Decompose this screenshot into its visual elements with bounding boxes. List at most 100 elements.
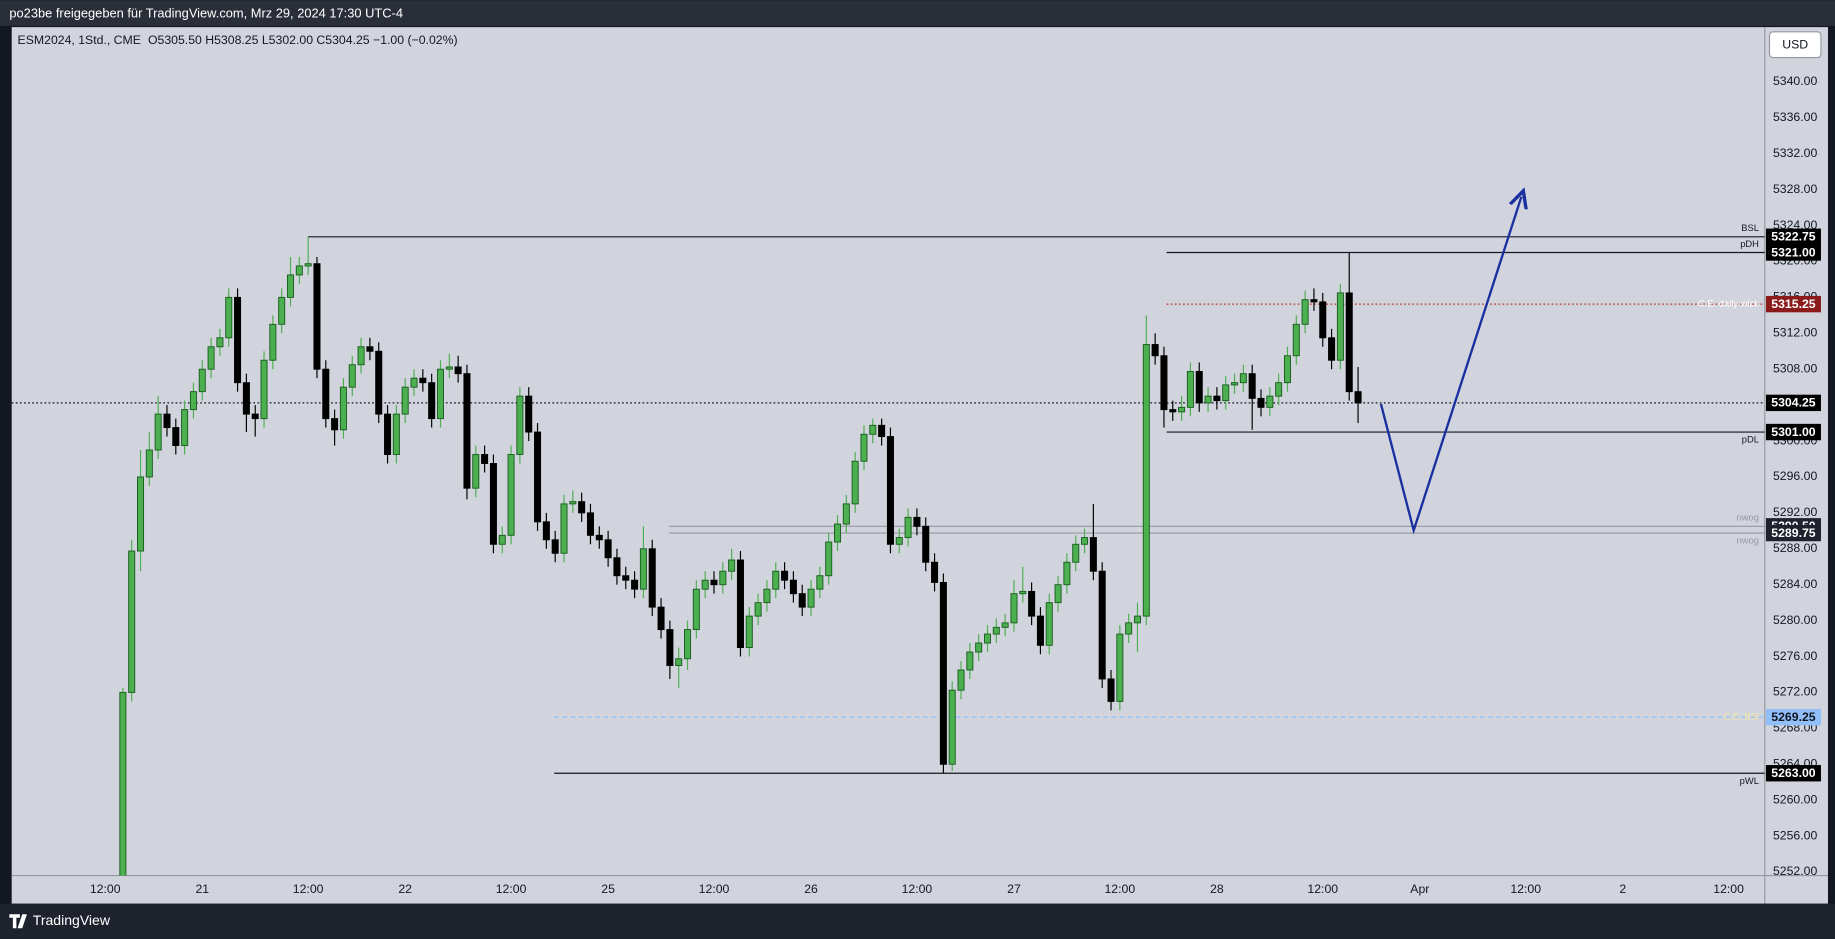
x-tick-label: Apr [1410, 882, 1429, 896]
candle-body [1072, 543, 1080, 563]
level-name: nwog [1737, 536, 1759, 546]
x-tick-label: 12:00 [90, 882, 121, 896]
candle-body [1186, 370, 1194, 408]
candle-body [401, 386, 409, 415]
price-label: 5322.75 [1771, 230, 1816, 244]
candle-body [922, 525, 930, 563]
candle-body [445, 366, 453, 370]
candle-body [242, 382, 250, 415]
candle-body [145, 449, 153, 478]
plot-area [11, 236, 1765, 876]
candle-body [1107, 678, 1115, 702]
price-label-box [1765, 524, 1821, 542]
candle-body [1248, 373, 1256, 399]
candle-body [701, 579, 709, 590]
candle-body [1178, 406, 1186, 413]
x-tick-label: 21 [195, 882, 209, 896]
candle-body [957, 669, 965, 691]
candle-body [1028, 590, 1036, 617]
candle-body [225, 296, 233, 339]
price-label: 5269.25 [1771, 710, 1816, 724]
candle-body [992, 626, 1000, 635]
candle-body [1133, 615, 1141, 624]
candle-body [975, 642, 983, 653]
candle-body [754, 602, 762, 617]
candle-body [1036, 615, 1044, 646]
candle-body [1345, 292, 1353, 393]
candle-body [728, 559, 736, 572]
candle-body [1195, 370, 1203, 404]
candle-body [1045, 602, 1053, 646]
candle-body [1151, 344, 1159, 357]
y-tick-label: 5280.00 [1773, 613, 1818, 627]
level-name: pDL [1742, 435, 1759, 445]
candle-body [313, 263, 321, 370]
candle-body [745, 615, 753, 649]
candle-body [384, 413, 392, 455]
x-tick-label: 27 [1007, 882, 1021, 896]
y-tick-label: 5324.00 [1773, 218, 1818, 232]
level-name: nwog [1737, 513, 1759, 523]
candle-body [1169, 409, 1177, 413]
currency-button[interactable] [1768, 31, 1822, 59]
candle-body [286, 274, 295, 298]
candle-body [295, 265, 303, 276]
candle-body [251, 413, 259, 420]
x-tick-label: 22 [398, 882, 412, 896]
candle-body [622, 575, 630, 581]
y-tick-label: 5328.00 [1773, 182, 1818, 196]
candle-body [763, 588, 771, 604]
candle-body [1257, 397, 1265, 408]
candle-body [1319, 301, 1327, 339]
candle-body [1160, 355, 1168, 411]
candle-body [234, 296, 242, 384]
candle-body [789, 579, 797, 595]
candle-body [1239, 373, 1247, 384]
candle-body [463, 373, 471, 489]
candle-body [869, 424, 877, 435]
candle-body [1054, 584, 1062, 604]
y-tick-label: 5256.00 [1773, 828, 1818, 842]
candle-body [542, 521, 550, 541]
x-tick-label: 12:00 [1307, 882, 1338, 896]
candle-body [198, 368, 206, 393]
candle-body [631, 579, 639, 590]
candle-body [569, 501, 577, 505]
candle-body [798, 593, 806, 608]
price-label: 5289.75 [1771, 526, 1816, 540]
candle-body [1222, 384, 1230, 402]
candle-body [551, 539, 559, 554]
price-label: 5263.00 [1771, 766, 1816, 780]
candle-body [260, 359, 268, 420]
candle-body [419, 377, 427, 384]
price-label-box [1765, 228, 1821, 245]
candle-body [604, 539, 612, 559]
candle-body [578, 501, 586, 514]
logo-icon [9, 914, 27, 929]
candle-body [366, 346, 374, 352]
x-tick-label: 12:00 [293, 882, 324, 896]
candle-body [428, 382, 436, 420]
price-label: 5321.00 [1771, 245, 1816, 259]
y-tick-label: 5272.00 [1773, 685, 1818, 699]
candle-body [1204, 395, 1212, 404]
candle-body [207, 346, 215, 370]
candle-body [516, 395, 524, 455]
price-label-box [1765, 394, 1821, 412]
candle-body [1019, 590, 1027, 595]
candle-body [931, 561, 939, 583]
candle-body [1089, 537, 1097, 572]
candle-body [586, 512, 594, 536]
price-label: 5315.25 [1771, 297, 1816, 311]
candle-body [1328, 337, 1336, 361]
y-tick-label: 5288.00 [1773, 541, 1818, 555]
price-label-box [1765, 765, 1821, 782]
candle-body [948, 689, 956, 765]
candle-body [1231, 382, 1239, 386]
candle-body [1098, 570, 1106, 680]
candle-body [454, 366, 462, 375]
currency-label[interactable]: USD [1782, 38, 1808, 52]
bottom-bar [0, 903, 1835, 939]
candle-body [481, 454, 489, 464]
